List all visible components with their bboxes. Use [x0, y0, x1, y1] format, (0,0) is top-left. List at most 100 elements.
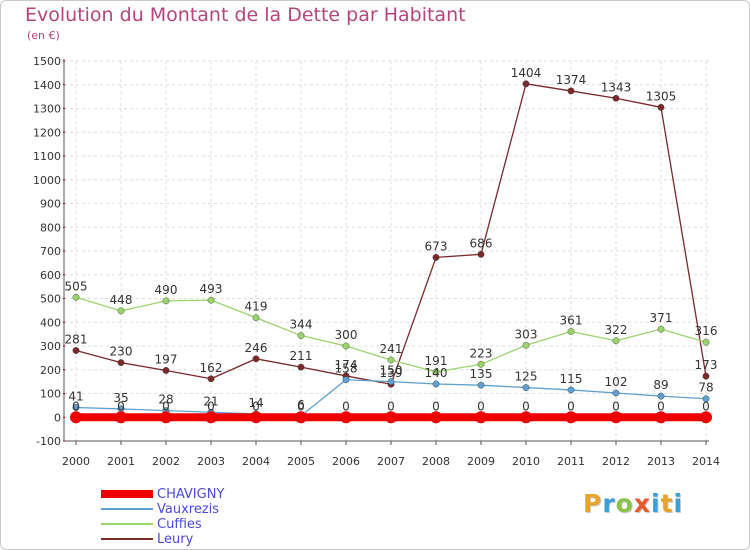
legend-entry: Cuffies — [101, 516, 202, 532]
y-tick-label: 500 — [40, 293, 61, 306]
data-label: 102 — [605, 375, 628, 389]
y-tick-label: 1100 — [33, 150, 61, 163]
data-label: 419 — [245, 300, 268, 314]
data-label: 0 — [657, 399, 665, 413]
legend-label: Cuffies — [157, 516, 202, 532]
data-point — [522, 341, 530, 349]
y-tick-label: 400 — [40, 316, 61, 329]
data-point — [655, 411, 667, 424]
y-tick-label: 100 — [40, 388, 61, 401]
data-point — [115, 411, 127, 424]
data-label: 0 — [162, 399, 170, 413]
data-point — [160, 411, 172, 424]
data-point — [207, 296, 215, 304]
data-label: 361 — [560, 314, 583, 328]
y-tick-label: 1200 — [33, 126, 61, 139]
data-point — [567, 328, 575, 335]
data-label: 211 — [290, 349, 313, 363]
data-label: 493 — [200, 282, 223, 296]
data-label: 158 — [335, 362, 358, 376]
data-point — [117, 359, 125, 367]
data-point — [162, 297, 170, 305]
x-tick-label: 2008 — [422, 455, 450, 468]
x-tick-label: 2012 — [602, 455, 630, 468]
x-tick-label: 2007 — [377, 455, 405, 468]
y-tick-label: 600 — [40, 269, 61, 282]
data-point — [252, 314, 260, 322]
data-label: 21 — [203, 394, 218, 408]
data-label: 322 — [605, 323, 628, 337]
legend-label: Vauxrezis — [157, 501, 220, 517]
data-point — [567, 87, 575, 95]
y-tick-label: 1400 — [33, 79, 61, 92]
data-point — [297, 332, 305, 339]
data-label: 0 — [702, 399, 710, 413]
y-tick-label: 200 — [40, 364, 61, 377]
data-point — [657, 392, 665, 400]
y-tick-label: 0 — [54, 411, 61, 424]
data-point — [657, 103, 665, 111]
data-point — [387, 356, 395, 364]
y-tick-label: -100 — [36, 435, 61, 448]
data-label: 281 — [65, 333, 88, 347]
data-point — [430, 411, 442, 424]
x-tick-label: 2000 — [62, 455, 90, 468]
data-label: 1404 — [511, 66, 542, 80]
data-label: 115 — [560, 372, 583, 386]
data-label: 14 — [248, 396, 263, 410]
y-tick-label: 1000 — [33, 174, 61, 187]
data-label: 1343 — [601, 80, 632, 94]
data-point — [297, 363, 305, 371]
data-label: 490 — [155, 283, 178, 297]
data-point — [702, 372, 710, 380]
data-label: 371 — [650, 311, 673, 325]
data-label: 0 — [297, 399, 305, 413]
data-point — [477, 381, 485, 389]
data-point — [657, 325, 665, 333]
data-point — [520, 411, 532, 424]
data-point — [340, 411, 352, 424]
data-point — [72, 404, 80, 411]
legend-label: CHAVIGNY — [157, 486, 225, 502]
data-label: 1374 — [556, 73, 587, 87]
data-label: 0 — [522, 399, 530, 413]
legend-swatch — [101, 523, 153, 525]
data-point — [432, 380, 440, 388]
data-label: 89 — [653, 378, 668, 392]
y-tick-label: 1500 — [33, 55, 61, 68]
data-point — [432, 368, 440, 376]
data-point — [387, 378, 395, 386]
data-label: 246 — [245, 341, 268, 355]
data-label: 505 — [65, 279, 88, 293]
data-point — [295, 411, 307, 424]
data-point — [612, 94, 620, 102]
data-point — [702, 395, 710, 403]
data-label: 0 — [567, 399, 575, 413]
data-point — [477, 250, 485, 258]
data-label: 41 — [68, 390, 83, 404]
data-point — [162, 367, 170, 374]
data-point — [432, 254, 440, 261]
x-tick-label: 2010 — [512, 455, 540, 468]
legend-swatch — [101, 538, 153, 540]
data-label: 197 — [155, 352, 178, 366]
data-label: 174 — [335, 358, 358, 372]
x-tick-label: 2001 — [107, 455, 135, 468]
x-tick-label: 2004 — [242, 455, 270, 468]
data-label: 0 — [342, 399, 350, 413]
data-label: 316 — [695, 324, 718, 338]
data-label: 140 — [425, 366, 448, 380]
data-label: 344 — [290, 318, 313, 332]
x-tick-label: 2009 — [467, 455, 495, 468]
y-tick-label: 1300 — [33, 103, 61, 116]
data-label: 0 — [117, 399, 125, 413]
data-label: 0 — [252, 399, 260, 413]
data-label: 35 — [113, 391, 128, 405]
data-label: 125 — [515, 370, 538, 384]
data-label: 0 — [387, 399, 395, 413]
data-label: 0 — [207, 399, 215, 413]
data-label: 1305 — [646, 89, 677, 103]
y-tick-label: 900 — [40, 198, 61, 211]
